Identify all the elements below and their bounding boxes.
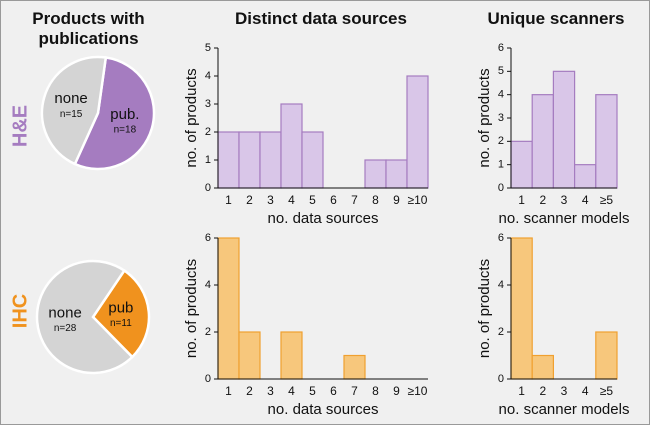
slice-label: pub bbox=[108, 299, 133, 316]
x-tick-label: 4 bbox=[582, 384, 589, 398]
y-axis-label: no. of products bbox=[476, 68, 493, 167]
x-tick-label: 2 bbox=[246, 384, 253, 398]
bar bbox=[301, 131, 324, 189]
y-tick-label: 0 bbox=[498, 182, 504, 194]
column-title: Products with publications bbox=[32, 9, 145, 48]
bar bbox=[510, 140, 533, 189]
y-tick-label: 6 bbox=[498, 232, 504, 244]
slice-value-label: n=15 bbox=[60, 109, 83, 120]
bar bbox=[595, 331, 618, 380]
pie-slice bbox=[40, 55, 108, 166]
x-tick-label: 1 bbox=[225, 384, 232, 398]
x-axis-label: no. scanner models bbox=[499, 401, 630, 418]
bar bbox=[510, 237, 533, 380]
y-axis-label: no. of products bbox=[476, 259, 493, 358]
y-tick-label: 4 bbox=[498, 89, 504, 101]
bar bbox=[385, 159, 408, 189]
x-tick-label: 3 bbox=[267, 193, 274, 207]
y-tick-label: 5 bbox=[205, 42, 211, 54]
x-axis-label: no. data sources bbox=[268, 401, 379, 418]
x-tick-label: ≥5 bbox=[600, 384, 614, 398]
slice-value-label: n=11 bbox=[110, 318, 132, 329]
x-tick-label: 7 bbox=[351, 193, 358, 207]
y-tick-label: 2 bbox=[205, 326, 211, 338]
bar bbox=[531, 94, 555, 189]
x-axis-label: no. scanner models bbox=[499, 210, 630, 227]
y-tick-label: 1 bbox=[205, 154, 211, 166]
x-tick-label: 8 bbox=[372, 193, 379, 207]
x-tick-label: 1 bbox=[518, 384, 525, 398]
x-tick-label: 4 bbox=[582, 193, 589, 207]
y-tick-label: 3 bbox=[498, 112, 504, 124]
y-tick-label: 1 bbox=[498, 159, 504, 171]
bar bbox=[595, 94, 618, 189]
x-tick-label: 8 bbox=[372, 384, 379, 398]
x-tick-label: ≥10 bbox=[408, 384, 428, 398]
y-tick-label: 2 bbox=[498, 135, 504, 147]
y-tick-label: 0 bbox=[205, 373, 211, 385]
x-tick-label: 5 bbox=[309, 193, 316, 207]
x-tick-label: 2 bbox=[539, 384, 546, 398]
row-label: H&E bbox=[9, 105, 31, 147]
slice-label: none bbox=[54, 90, 87, 107]
bar bbox=[238, 331, 261, 380]
x-tick-label: 6 bbox=[330, 384, 337, 398]
slice-value-label: n=28 bbox=[54, 323, 77, 334]
slice-label: pub. bbox=[110, 106, 139, 123]
x-tick-label: 4 bbox=[288, 384, 295, 398]
x-tick-label: ≥5 bbox=[600, 193, 614, 207]
x-tick-label: 3 bbox=[561, 193, 568, 207]
y-tick-label: 5 bbox=[498, 65, 504, 77]
x-tick-label: 3 bbox=[561, 384, 568, 398]
bar bbox=[406, 75, 429, 189]
x-tick-label: 2 bbox=[246, 193, 253, 207]
x-tick-label: 9 bbox=[393, 384, 400, 398]
bar bbox=[343, 354, 366, 380]
bar bbox=[552, 70, 576, 189]
x-tick-label: 4 bbox=[288, 193, 295, 207]
y-axis-label: no. of products bbox=[183, 259, 200, 358]
y-tick-label: 0 bbox=[498, 373, 504, 385]
x-tick-label: 6 bbox=[330, 193, 337, 207]
bar bbox=[573, 164, 597, 189]
bar bbox=[364, 159, 387, 189]
x-tick-label: 7 bbox=[351, 384, 358, 398]
column-title: Distinct data sources bbox=[235, 9, 407, 28]
y-axis-label: no. of products bbox=[183, 68, 200, 167]
slice-value-label: n=18 bbox=[114, 124, 137, 135]
x-tick-label: 1 bbox=[225, 193, 232, 207]
y-tick-label: 6 bbox=[498, 42, 504, 54]
bar bbox=[280, 103, 303, 189]
x-tick-label: 5 bbox=[309, 384, 316, 398]
slice-label: none bbox=[48, 305, 81, 322]
bar bbox=[531, 354, 555, 380]
pie-slice bbox=[35, 259, 134, 375]
bar bbox=[217, 131, 240, 189]
y-tick-label: 2 bbox=[205, 126, 211, 138]
x-tick-label: 2 bbox=[539, 193, 546, 207]
x-tick-label: ≥10 bbox=[408, 193, 428, 207]
y-tick-label: 2 bbox=[498, 326, 504, 338]
y-tick-label: 4 bbox=[205, 70, 211, 82]
pie-slice bbox=[73, 56, 156, 171]
y-tick-label: 3 bbox=[205, 98, 211, 110]
y-tick-label: 4 bbox=[498, 279, 504, 291]
bar bbox=[259, 131, 282, 189]
x-tick-label: 1 bbox=[518, 193, 525, 207]
column-title: Unique scanners bbox=[487, 9, 625, 28]
bar bbox=[280, 331, 303, 380]
row-label: IHC bbox=[9, 294, 31, 328]
x-tick-label: 9 bbox=[393, 193, 400, 207]
pie-slice bbox=[91, 268, 151, 359]
y-tick-label: 0 bbox=[205, 182, 211, 194]
x-axis-label: no. data sources bbox=[268, 210, 379, 227]
y-tick-label: 6 bbox=[205, 232, 211, 244]
y-tick-label: 4 bbox=[205, 279, 211, 291]
bar bbox=[238, 131, 261, 189]
x-tick-label: 3 bbox=[267, 384, 274, 398]
bar bbox=[217, 237, 240, 380]
